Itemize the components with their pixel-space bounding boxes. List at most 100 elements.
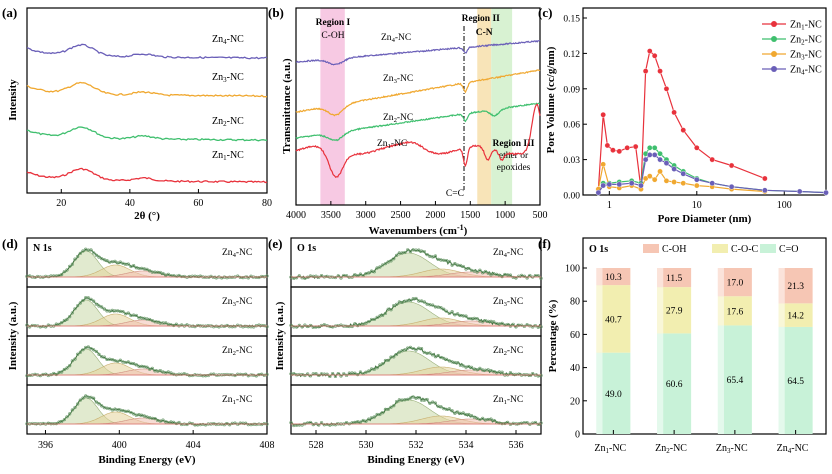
panel-e-point — [383, 262, 388, 266]
panel-c-point — [728, 183, 735, 190]
panel-e-point — [378, 412, 382, 417]
panel-c-point — [651, 52, 658, 59]
panel-f-bar-shine — [778, 268, 785, 304]
panel-f-ytick-label: 20 — [570, 396, 580, 407]
panel-f-bar-shine — [657, 287, 664, 334]
panel-e-point — [425, 397, 429, 402]
panel-c-legend-label: Zn2-NC — [790, 35, 822, 47]
panel-d-point — [166, 272, 170, 277]
panel-e-point — [453, 262, 457, 266]
panel-f-frame — [582, 237, 827, 435]
panel-d-xtick-label: 400 — [112, 440, 127, 451]
panel-c-ytick-label: 0.09 — [563, 85, 580, 95]
panel-d-point — [62, 270, 66, 274]
panel-e-point — [467, 412, 471, 417]
panel-f-legend-swatch — [643, 244, 659, 253]
panel-e-point — [400, 349, 404, 353]
panel-c-point — [663, 86, 670, 92]
panel-f-bar-segment: 14.2 — [778, 303, 813, 327]
panel-c-frame — [582, 7, 827, 196]
panel-e-ylabel: Intensity (a.u.) — [274, 301, 286, 370]
panel-d-ylabel: Intensity (a.u.) — [7, 301, 19, 370]
panel-d-point — [244, 372, 248, 376]
panel-e-point — [431, 353, 435, 357]
panel-e-point — [436, 353, 440, 358]
panel-f-bar-segment: 27.9 — [657, 287, 692, 334]
panel-e-point — [447, 407, 451, 411]
panel-f-bar-shine — [657, 268, 664, 288]
panel-f-bar — [778, 303, 813, 327]
panel-c-point — [671, 179, 677, 185]
panel-d-point — [76, 254, 80, 259]
panel-c-point — [642, 156, 649, 163]
panel-a-xlabel: 2θ (°) — [134, 210, 160, 222]
panel-e-point — [369, 269, 374, 273]
panel-d-point — [185, 372, 189, 377]
panel-d-subplot — [26, 237, 268, 288]
panel-e-point — [394, 400, 399, 404]
panel-c-point — [680, 170, 687, 177]
panel-e-point — [444, 258, 449, 263]
panel-e-point — [444, 357, 449, 361]
panel-e-point — [433, 401, 438, 405]
panel-e-point — [381, 263, 385, 267]
panel-d-point — [94, 302, 98, 306]
panel-e-point — [408, 250, 413, 254]
panel-e-xtick-label: 530 — [359, 440, 374, 451]
panel-d-point — [129, 410, 133, 415]
panel-e-point — [431, 400, 435, 404]
panel-d-point — [260, 422, 264, 427]
panel-d-point — [148, 269, 152, 273]
panel-b-curve-zn1-nc — [295, 103, 541, 178]
panel-d-subplot — [26, 286, 268, 337]
panel-e-point — [325, 372, 329, 376]
panel-c-point — [657, 168, 663, 175]
panel-f-bar-segment: 60.6 — [657, 333, 692, 434]
panel-c-ytick-label: 0.00 — [563, 192, 580, 202]
panel-a-series-label: Zn4-NC — [212, 34, 244, 46]
panel-d-point — [161, 418, 165, 422]
panel-c-xlabel: Pore Diameter (nm) — [658, 213, 752, 225]
panel-e-point — [381, 411, 385, 415]
panel-d-point — [102, 355, 106, 359]
panel-f-bar-label: 17.0 — [727, 279, 744, 289]
panel-d-point — [94, 349, 98, 354]
panel-e-point — [353, 272, 357, 277]
panel-c-legend-label: Zn1-NC — [790, 20, 822, 32]
panel-e-point — [450, 409, 454, 413]
panel-d-envelope — [26, 297, 268, 328]
panel-d-point — [62, 318, 66, 323]
panel-e-point — [364, 321, 368, 325]
panel-f-bar-shine — [778, 303, 785, 327]
panel-d-point — [100, 257, 104, 261]
panel-d-point — [68, 412, 72, 416]
panel-d-point — [81, 298, 85, 303]
panel-e-point — [450, 263, 454, 267]
panel-e-point — [503, 421, 507, 426]
panel-e-point — [525, 372, 529, 377]
panel-d-point — [89, 297, 93, 301]
panel-d-point — [190, 421, 194, 426]
panel-e-point — [306, 324, 310, 329]
panel-d-series-label: Zn2-NC — [222, 346, 252, 357]
panel-c-point — [657, 150, 663, 157]
panel-d-point — [70, 359, 74, 363]
panel-e-xlabel: Binding Energy (eV) — [367, 454, 465, 466]
panel-c-xtick-label: 1 — [607, 200, 612, 211]
panel-d-point — [156, 320, 160, 324]
panel-f-bar-label: 14.2 — [787, 312, 804, 322]
panel-c-ytick-label: 0.06 — [563, 121, 580, 131]
region-ii-label: Region II — [462, 14, 501, 24]
panel-c-point — [642, 175, 649, 182]
panel-d-point — [97, 304, 101, 308]
panel-c-point — [604, 142, 611, 149]
panel-d-point — [70, 408, 74, 412]
panel-f-bar-segment: 40.7 — [596, 285, 631, 353]
panel-e-point — [375, 315, 379, 320]
panel-e-point — [325, 274, 329, 279]
panel-e-point — [314, 421, 318, 426]
panel-d-point — [126, 262, 130, 266]
panel-e-point — [492, 272, 496, 276]
panel-c-point — [646, 48, 653, 54]
panel-e-point — [458, 363, 463, 367]
